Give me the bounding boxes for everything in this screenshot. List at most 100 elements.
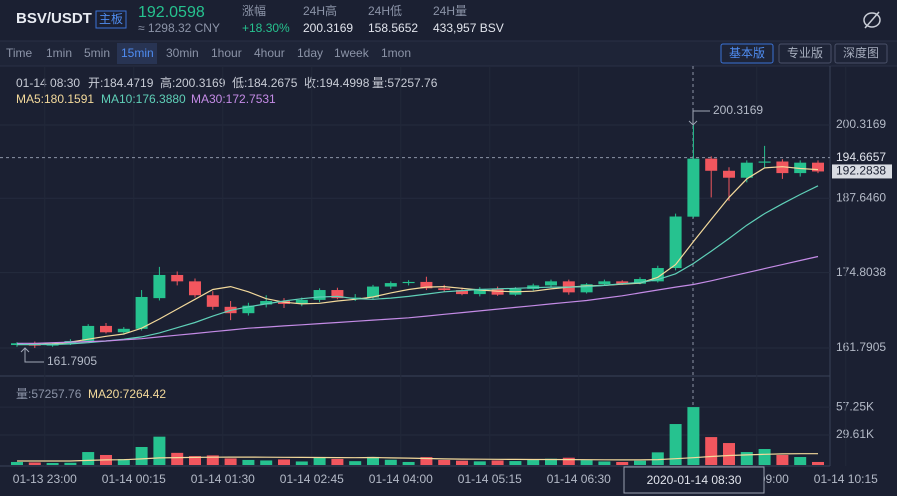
candle-body xyxy=(669,216,682,269)
candle-body xyxy=(634,279,646,284)
mode-button[interactable]: 深度图 xyxy=(843,45,879,60)
interval-active-bg xyxy=(117,43,157,64)
legend-entry: MA5:180.1591 xyxy=(16,92,94,106)
candle-body xyxy=(705,158,718,171)
cny-price: ≈ 1298.32 CNY xyxy=(138,21,220,35)
candle-body xyxy=(135,296,148,329)
y-tick-label: 200.3169 xyxy=(836,117,886,131)
candle-body xyxy=(545,281,557,286)
volume-bar xyxy=(384,459,397,465)
candle-body xyxy=(100,325,112,333)
info-field: 量:57257.76 xyxy=(372,76,438,90)
interval-button[interactable]: 1hour xyxy=(211,46,242,60)
candle-body xyxy=(812,162,824,172)
volume-bar xyxy=(473,461,486,465)
interval-button[interactable]: 1min xyxy=(46,46,72,60)
candle-body xyxy=(313,290,326,300)
candle-body xyxy=(580,284,593,293)
candle-body xyxy=(82,325,95,341)
crosshair-time: 2020-01-14 08:30 xyxy=(647,473,742,487)
volume-bar xyxy=(367,456,379,465)
low-marker-pointer xyxy=(20,347,44,363)
last-price-box xyxy=(832,164,892,179)
mode-button[interactable]: 专业版 xyxy=(787,45,823,60)
mode-button[interactable]: 基本版 xyxy=(729,46,765,60)
volume-bar xyxy=(278,459,290,465)
candle-body xyxy=(598,281,611,285)
crosshair-time-box xyxy=(623,466,765,494)
volume-bar xyxy=(776,454,789,465)
volume-bar xyxy=(313,457,326,465)
y-tick-label: 57.25K xyxy=(836,399,874,413)
info-field: 高:200.3169 xyxy=(160,75,226,90)
badge-box xyxy=(95,10,127,29)
volume-bar xyxy=(491,460,504,465)
x-tick-label: 01-14 00:15 xyxy=(102,472,166,486)
stat-value: 433,957 BSV xyxy=(433,21,504,35)
volume-bar xyxy=(420,457,433,465)
volume-bar xyxy=(651,452,664,465)
volume-bar xyxy=(11,461,23,465)
candle-body xyxy=(723,170,735,178)
interval-button[interactable]: 1day xyxy=(297,46,323,60)
volume-bar xyxy=(812,461,824,465)
mode-button-box xyxy=(720,43,774,64)
volume-bar xyxy=(82,452,95,465)
volume-bar xyxy=(580,460,593,465)
candle-body xyxy=(420,281,433,289)
badge: 主板 xyxy=(99,12,123,26)
y-tick-label: 187.6460 xyxy=(836,190,886,204)
pair: BSV/USDT xyxy=(16,10,92,27)
low-marker: 161.7905 xyxy=(47,354,97,368)
x-tick-label: 01-14 04:00 xyxy=(369,472,433,486)
ma-line xyxy=(17,255,819,344)
ma-line xyxy=(17,166,819,346)
mode-button-box xyxy=(778,43,832,64)
candle-body xyxy=(456,290,468,295)
interval-button[interactable]: 1mon xyxy=(381,46,411,60)
interval-button[interactable]: 5min xyxy=(84,46,110,60)
candle-body xyxy=(349,297,362,299)
stat-value: 158.5652 xyxy=(368,21,418,35)
volume-bar xyxy=(64,462,77,465)
stat-label: 涨幅 xyxy=(242,3,266,18)
y-tick-label: 29.61K xyxy=(836,427,874,441)
interval-button[interactable]: 4hour xyxy=(254,46,285,60)
info-field: 低:184.2675 xyxy=(232,76,298,90)
legend-entry: MA10:176.3880 xyxy=(101,92,186,106)
candle-body xyxy=(384,283,397,287)
x-tick-label: 01-14 05:15 xyxy=(458,472,522,486)
volume-bar xyxy=(171,452,184,465)
candle-body xyxy=(242,305,255,314)
volume-bar xyxy=(224,458,237,465)
x-tick-label: 01-14 02:45 xyxy=(280,472,344,486)
interval-button[interactable]: 1week xyxy=(334,46,370,60)
price: 192.0598 xyxy=(138,4,205,21)
interval-button[interactable]: 30min xyxy=(166,46,199,60)
stat-value: +18.30% xyxy=(242,21,290,35)
candle-body xyxy=(438,288,451,291)
candle-body xyxy=(260,301,273,305)
volume-bar xyxy=(206,455,219,465)
volume-ma-line xyxy=(17,453,818,462)
high-marker: 200.3169 xyxy=(713,103,763,117)
volume-bar xyxy=(616,461,629,465)
interval-button[interactable]: Time xyxy=(6,46,33,60)
ma-line xyxy=(17,185,819,346)
candle-body xyxy=(473,288,486,295)
candle-body xyxy=(189,281,201,296)
volume-bar xyxy=(740,452,753,465)
volume-bar xyxy=(598,461,611,465)
volume-bar xyxy=(687,407,700,465)
candle-body xyxy=(171,274,184,282)
stat-label: 24H低 xyxy=(368,4,402,18)
volume-bar xyxy=(260,460,273,465)
volume-bar xyxy=(758,449,771,465)
eye-icon[interactable] xyxy=(863,11,881,29)
y-tick-label: 174.8038 xyxy=(836,265,886,279)
volume-bar xyxy=(331,458,344,465)
interval-button[interactable]: 15min xyxy=(121,46,154,60)
volume-bar xyxy=(562,457,575,465)
